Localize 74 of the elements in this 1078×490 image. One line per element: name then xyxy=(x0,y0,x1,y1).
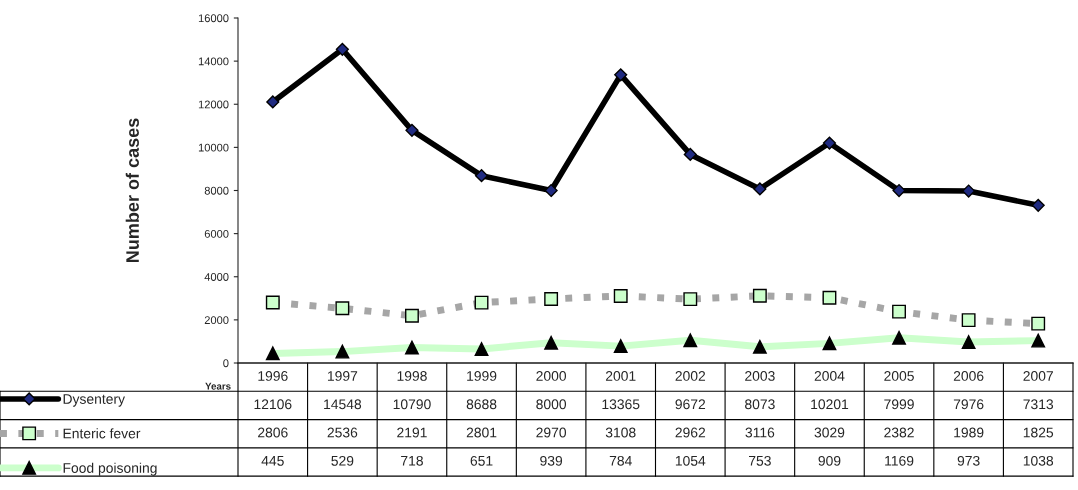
y-tick-label: 12000 xyxy=(198,100,229,109)
data-label: 8000 xyxy=(536,399,567,410)
data-label: 1989 xyxy=(954,427,984,438)
x-tick-label: 1998 xyxy=(397,371,427,381)
data-label: 909 xyxy=(818,455,841,466)
data-label: 3116 xyxy=(745,427,775,438)
y-tick-label: 6000 xyxy=(204,229,229,238)
data-label: 9672 xyxy=(675,399,706,410)
point xyxy=(544,183,558,198)
x-tick-label: 2006 xyxy=(953,371,984,381)
x-tick-label: 2007 xyxy=(1023,371,1053,381)
data-label: 718 xyxy=(401,455,423,466)
x-tick-label: 2002 xyxy=(675,371,706,381)
data-label: 8688 xyxy=(466,399,497,410)
data-label: 651 xyxy=(470,455,493,466)
point xyxy=(962,184,976,198)
data-label: 2191 xyxy=(397,427,427,438)
y-tick-label: 4000 xyxy=(204,273,229,281)
x-tick-label: 2005 xyxy=(884,371,914,381)
data-label: 12106 xyxy=(254,399,292,410)
legend-label: Food poisoning xyxy=(63,462,157,476)
point xyxy=(822,136,837,150)
y-tick-label: 2000 xyxy=(204,316,229,325)
point xyxy=(474,169,489,183)
data-label: 973 xyxy=(957,455,980,466)
data-label: 10790 xyxy=(393,399,431,410)
y-tick-label: 8000 xyxy=(204,186,229,195)
data-label: 3108 xyxy=(605,427,636,438)
data-label: 753 xyxy=(749,455,771,466)
data-label: 2536 xyxy=(327,427,358,438)
legend-label: Enteric fever xyxy=(63,428,141,439)
point xyxy=(753,182,767,196)
point xyxy=(405,123,419,137)
data-label: 445 xyxy=(261,456,284,466)
x-tick-label: 2000 xyxy=(536,371,567,381)
point xyxy=(683,147,697,162)
data-label: 529 xyxy=(331,455,354,466)
y-axis-title: Number of cases xyxy=(125,118,139,263)
x-tick-label: 1997 xyxy=(327,371,358,381)
data-label: 1825 xyxy=(1023,427,1054,438)
data-label: 2382 xyxy=(884,427,914,438)
data-label: 13365 xyxy=(602,399,640,410)
data-label: 2970 xyxy=(536,427,567,438)
x-tick-label: 2003 xyxy=(745,371,775,381)
point xyxy=(335,42,349,56)
data-label: 2806 xyxy=(258,427,288,438)
x-tick-label: 1996 xyxy=(258,371,288,381)
x-tick-label: 2004 xyxy=(814,371,845,381)
y-tick-label: 0 xyxy=(223,359,229,368)
point xyxy=(1031,198,1045,212)
legend-label: Dysentery xyxy=(63,394,125,407)
data-label: 784 xyxy=(609,455,632,466)
data-label: 1038 xyxy=(1023,455,1054,466)
data-label: 7313 xyxy=(1023,399,1054,410)
data-label: 1054 xyxy=(675,455,706,466)
data-label: 1169 xyxy=(885,455,914,466)
data-label: 14548 xyxy=(324,399,362,410)
x-tick-label: 2001 xyxy=(605,371,636,381)
data-label: 8073 xyxy=(745,399,775,410)
point xyxy=(266,95,280,109)
y-tick-label: 16000 xyxy=(198,14,229,23)
y-tick-label: 10000 xyxy=(198,143,229,152)
data-label: 2801 xyxy=(466,427,497,438)
data-label: 939 xyxy=(540,455,563,466)
x-tick-label: 1999 xyxy=(467,371,497,381)
data-label: 3029 xyxy=(814,427,845,438)
point xyxy=(614,68,628,82)
point xyxy=(892,183,906,198)
y-tick-label: 14000 xyxy=(198,57,229,66)
data-label: 7999 xyxy=(884,399,914,410)
data-label: 2962 xyxy=(675,427,706,438)
data-label: 10201 xyxy=(811,399,849,410)
x-axis-title: Years xyxy=(205,382,231,390)
data-label: 7976 xyxy=(953,399,984,410)
